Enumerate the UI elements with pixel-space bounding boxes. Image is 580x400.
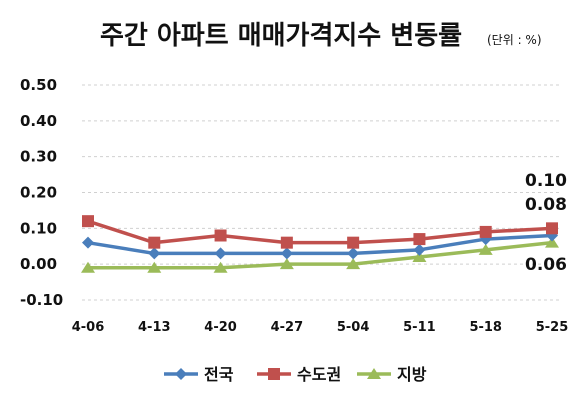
data-point (148, 236, 161, 249)
data-point (214, 229, 227, 242)
legend-label: 전국 (204, 365, 234, 384)
x-tick-label: 5-25 (536, 320, 569, 335)
chart-unit-label: (단위 : %) (487, 33, 542, 47)
data-point (545, 236, 559, 248)
data-point (280, 247, 293, 260)
x-tick-label: 5-11 (403, 320, 436, 335)
data-point (213, 261, 228, 273)
x-tick-label: 4-20 (204, 320, 237, 335)
y-axis-ticks: 0.50 0.40 0.30 0.20 0.10 0.00 -0.10 (20, 76, 63, 309)
data-point (347, 236, 360, 249)
data-point (479, 225, 492, 238)
y-tick-label: -0.10 (20, 291, 63, 309)
y-tick-label: 0.00 (20, 255, 57, 273)
x-tick-label: 5-04 (337, 320, 370, 335)
y-tick-label: 0.50 (20, 76, 57, 94)
data-point (546, 222, 558, 235)
data-point (347, 247, 360, 260)
y-tick-label: 0.30 (20, 148, 57, 166)
legend-marker (175, 368, 187, 380)
y-tick-label: 0.10 (20, 219, 57, 237)
legend-item-전국: 전국 (164, 365, 234, 384)
data-point (346, 258, 361, 270)
data-point (81, 261, 95, 273)
x-tick-label: 5-18 (469, 320, 502, 335)
series-전국 (82, 229, 558, 260)
data-label: 0.10 (525, 171, 567, 191)
y-tick-label: 0.20 (20, 184, 57, 202)
legend-marker (367, 368, 381, 379)
data-point (413, 243, 426, 256)
chart-title: 주간 아파트 매매가격지수 변동률 (100, 21, 462, 51)
x-tick-label: 4-06 (72, 320, 105, 335)
data-point (82, 236, 94, 249)
series-line (87, 219, 553, 245)
data-point (412, 251, 427, 262)
data-point (214, 247, 227, 260)
legend-marker (268, 368, 280, 380)
legend-label: 수도권 (297, 365, 341, 384)
series-line (88, 240, 553, 270)
data-point (82, 215, 94, 228)
legend-label: 지방 (397, 365, 427, 384)
legend-item-지방: 지방 (357, 365, 427, 384)
x-axis-ticks: 4-06 4-13 4-20 4-27 5-04 5-11 5-18 5-25 (72, 320, 569, 335)
data-point (413, 233, 426, 246)
series-line (87, 233, 553, 256)
data-point (279, 258, 294, 270)
legend: 전국 수도권 지방 (164, 365, 427, 384)
data-label: 0.06 (525, 255, 567, 275)
data-point (280, 236, 293, 249)
legend-item-수도권: 수도권 (257, 365, 341, 384)
series-지방 (81, 236, 559, 273)
x-tick-label: 4-27 (271, 320, 304, 335)
x-tick-label: 4-13 (138, 320, 171, 335)
y-tick-label: 0.40 (20, 112, 57, 130)
data-point (478, 243, 493, 255)
series-수도권 (82, 215, 558, 249)
series-lines (81, 215, 559, 273)
data-label: 0.08 (525, 195, 567, 215)
data-point (148, 247, 161, 260)
data-labels: 0.10 0.08 0.06 (525, 171, 567, 275)
data-point (147, 261, 162, 273)
